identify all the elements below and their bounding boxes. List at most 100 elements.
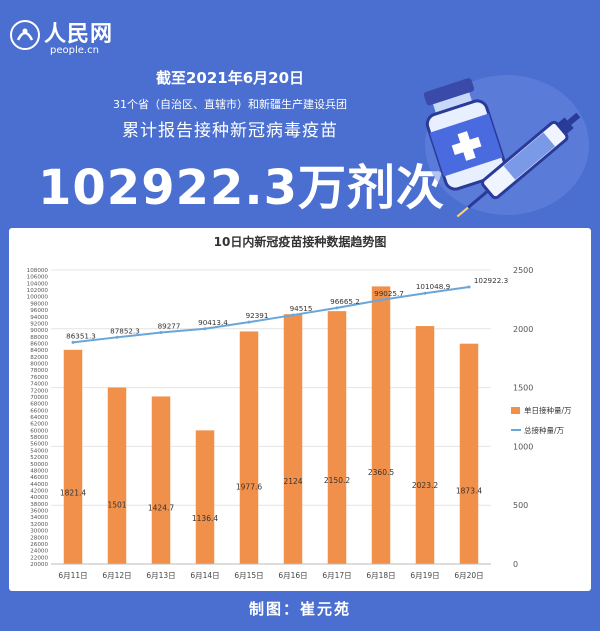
right-axis-tick-label: 2000 [513, 325, 533, 334]
right-axis-tick-label: 500 [513, 501, 528, 510]
x-axis-tick-label: 6月12日 [102, 571, 131, 580]
left-axis-tick-label: 36000 [30, 509, 48, 515]
bar [415, 326, 435, 564]
x-axis-tick-label: 6月20日 [454, 571, 483, 580]
line-value-label: 99025.7 [374, 289, 404, 298]
bar [327, 311, 347, 564]
line-point [203, 327, 207, 331]
left-axis-tick-label: 96000 [30, 308, 48, 314]
line-value-label: 101048.9 [416, 282, 451, 291]
right-axis-tick-label: 1000 [513, 442, 533, 451]
legend-bar-swatch [511, 407, 520, 414]
bar [371, 286, 391, 564]
legend-line-label: 总接种量/万 [524, 425, 565, 435]
left-axis-tick-label: 38000 [30, 502, 48, 508]
left-axis-tick-label: 28000 [30, 535, 48, 541]
bar [195, 430, 215, 564]
left-axis-tick-label: 34000 [30, 515, 48, 521]
legend-bar-label: 单日接种量/万 [524, 405, 572, 415]
x-axis-tick-label: 6月11日 [58, 571, 87, 580]
logo-text: 人民网 [44, 21, 114, 47]
bar [107, 387, 127, 564]
right-axis-tick-label: 2500 [513, 266, 533, 275]
left-axis-tick-label: 82000 [30, 355, 48, 361]
bar-value-label: 1821.4 [60, 488, 86, 497]
bar-value-label: 1977.6 [236, 483, 262, 492]
logo: 人民网 people.cn [10, 16, 130, 66]
left-axis-tick-label: 48000 [30, 468, 48, 474]
x-axis-tick-label: 6月17日 [322, 571, 351, 580]
line-value-label: 94515 [290, 304, 313, 313]
bar-value-label: 2124 [283, 477, 302, 486]
left-axis-tick-label: 62000 [30, 422, 48, 428]
bar [151, 396, 171, 564]
chart-title: 10日内新冠疫苗接种数据趋势图 [214, 234, 387, 249]
bar-value-label: 2023.2 [412, 481, 438, 490]
left-axis-tick-label: 90000 [30, 328, 48, 334]
x-axis-tick-label: 6月16日 [278, 571, 307, 580]
line-point [71, 340, 75, 344]
left-axis-tick-label: 78000 [30, 368, 48, 374]
left-axis-tick-label: 20000 [30, 562, 48, 568]
line-point [247, 320, 251, 324]
line-value-label: 102922.3 [474, 276, 508, 285]
left-axis-tick-label: 76000 [30, 375, 48, 381]
x-axis-tick-label: 6月14日 [190, 571, 219, 580]
left-axis-tick-label: 52000 [30, 455, 48, 461]
left-axis-tick-label: 74000 [30, 382, 48, 388]
left-axis-tick-label: 32000 [30, 522, 48, 528]
left-axis-tick-label: 56000 [30, 442, 48, 448]
people-logo-icon [10, 20, 40, 50]
logo-sub: people.cn [50, 45, 99, 56]
line-value-label: 90413.4 [198, 318, 228, 327]
bar-value-label: 1501 [107, 501, 126, 510]
left-axis-tick-label: 68000 [30, 402, 48, 408]
line-point [115, 335, 119, 339]
left-axis-tick-label: 106000 [27, 275, 49, 281]
credit-line: 制图：崔元苑 [248, 600, 351, 618]
left-axis-tick-label: 88000 [30, 335, 48, 341]
left-axis-tick-label: 22000 [30, 555, 48, 561]
right-axis-tick-label: 0 [513, 560, 518, 569]
left-axis-tick-label: 94000 [30, 315, 48, 321]
left-axis-tick-label: 30000 [30, 529, 48, 535]
bar [283, 314, 303, 564]
left-axis-tick-label: 104000 [27, 281, 49, 287]
x-axis-tick-label: 6月13日 [146, 571, 175, 580]
x-axis-tick-label: 6月15日 [234, 571, 263, 580]
bar [63, 349, 83, 564]
line-point [291, 313, 295, 317]
left-axis-tick-label: 84000 [30, 348, 48, 354]
left-axis-tick-label: 66000 [30, 408, 48, 414]
left-axis-tick-label: 92000 [30, 321, 48, 327]
left-axis-tick-label: 86000 [30, 342, 48, 348]
vaccine-syringe-illustration [423, 75, 589, 218]
line-point [379, 298, 383, 302]
bar [459, 343, 479, 564]
vaccination-chart: 10日内新冠疫苗接种数据趋势图 2500 2000 1500 1000 500 0 1080… [27, 234, 572, 580]
bar [239, 331, 259, 564]
left-axis-tick-label: 100000 [27, 295, 49, 301]
bar-value-label: 1873.4 [456, 487, 482, 496]
left-axis-tick-label: 108000 [27, 268, 49, 274]
left-axis-tick-label: 24000 [30, 549, 48, 555]
line-value-label: 89277 [158, 322, 181, 331]
left-axis-tick-label: 46000 [30, 475, 48, 481]
left-axis-tick-label: 102000 [27, 288, 49, 294]
line-point [159, 331, 163, 335]
headline: 累计报告接种新冠病毒疫苗 [122, 121, 338, 141]
left-axis-tick-label: 44000 [30, 482, 48, 488]
chart-card: 10日内新冠疫苗接种数据趋势图 2500 2000 1500 1000 500 0 1080… [9, 228, 591, 591]
line-value-label: 87852.3 [110, 326, 140, 335]
region-line: 31个省（自治区、直辖市）和新疆生产建设兵团 [113, 98, 347, 111]
left-axis-tick-label: 72000 [30, 388, 48, 394]
left-axis-tick-label: 40000 [30, 495, 48, 501]
bar-value-label: 2150.2 [324, 476, 350, 485]
x-axis-tick-label: 6月19日 [410, 571, 439, 580]
total-doses-number: 102922.3万剂次 [38, 160, 446, 216]
total-line-series [72, 285, 470, 344]
bar-value-label: 1136.4 [192, 514, 218, 523]
left-axis-tick-label: 50000 [30, 462, 48, 468]
date-line: 截至2021年6月20日 [155, 69, 305, 87]
left-axis-tick-label: 42000 [30, 489, 48, 495]
